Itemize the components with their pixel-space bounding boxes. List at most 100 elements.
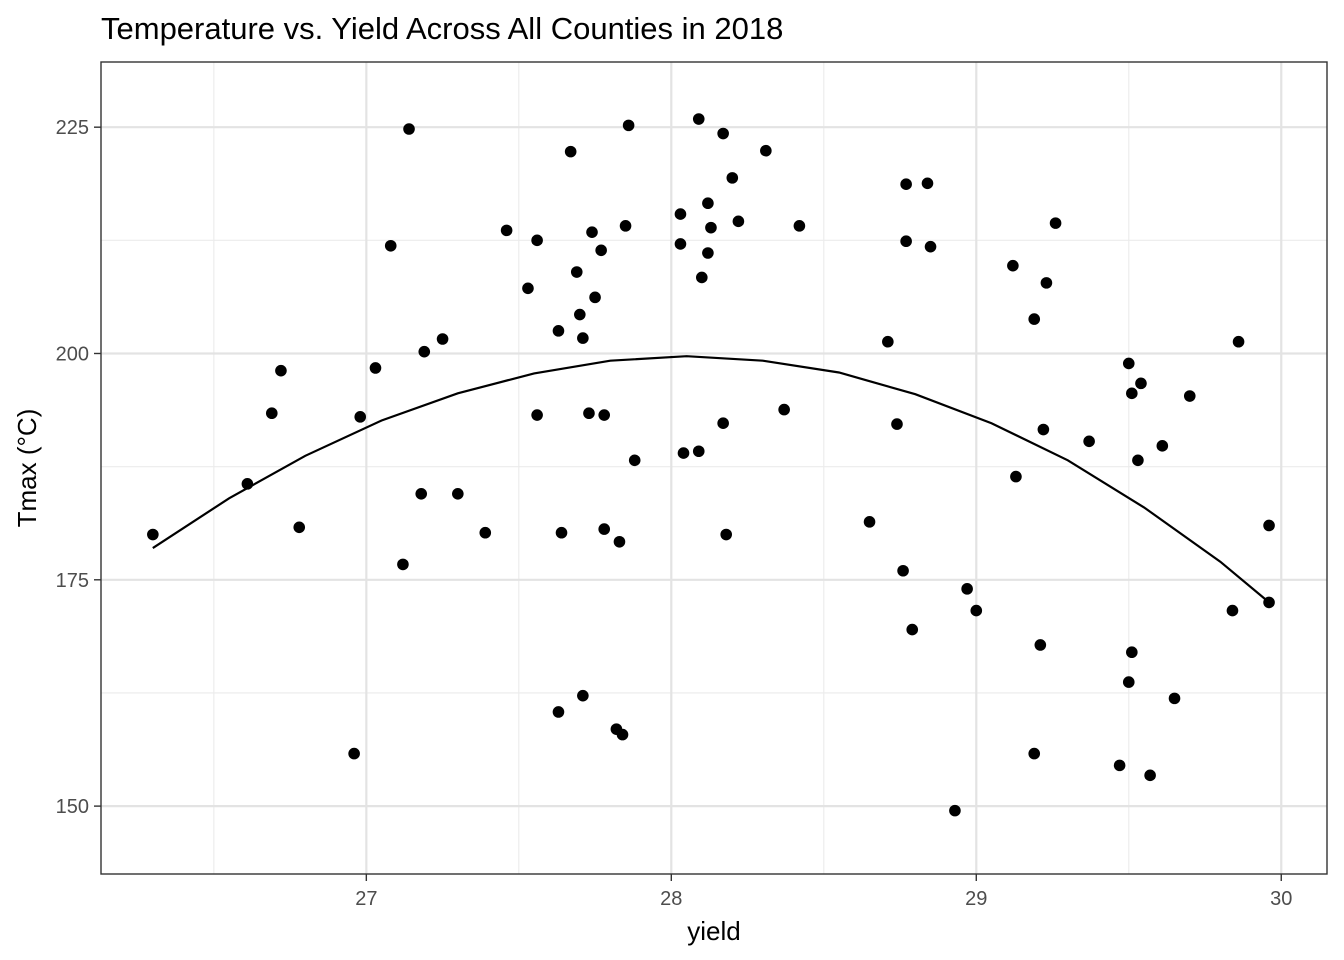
data-point — [595, 244, 607, 257]
data-point — [778, 403, 790, 416]
x-axis-ticks: 27 28 29 30 — [355, 874, 1292, 910]
data-point — [921, 177, 934, 190]
data-point — [1007, 259, 1019, 272]
data-point — [1183, 390, 1196, 402]
y-tick-label: 175 — [56, 570, 89, 592]
data-point — [900, 235, 912, 248]
data-point — [1040, 277, 1053, 289]
data-point — [293, 521, 306, 534]
data-point — [720, 528, 732, 541]
data-point — [265, 407, 278, 420]
data-point — [961, 583, 973, 595]
data-point — [552, 325, 565, 337]
data-point — [891, 418, 903, 430]
data-point — [760, 144, 772, 157]
data-point — [415, 487, 428, 500]
data-point — [1083, 435, 1095, 448]
data-point — [1010, 470, 1022, 483]
data-point — [369, 362, 382, 374]
data-point — [598, 523, 611, 535]
data-point — [577, 332, 589, 344]
data-point — [906, 623, 919, 636]
data-point — [1126, 387, 1138, 400]
data-point — [586, 226, 598, 238]
data-point — [692, 445, 705, 458]
data-point — [589, 291, 601, 304]
data-point — [1144, 769, 1156, 782]
data-point — [354, 411, 367, 423]
data-point — [616, 728, 629, 741]
y-tick-label: 200 — [56, 343, 89, 365]
data-point — [717, 417, 729, 429]
data-point — [1135, 377, 1147, 390]
data-point — [531, 234, 543, 247]
data-point — [1226, 604, 1239, 617]
x-tick-label: 30 — [1270, 888, 1292, 910]
data-point — [628, 454, 641, 467]
data-point — [863, 516, 876, 528]
data-point — [692, 113, 705, 125]
data-point — [696, 271, 708, 284]
data-point — [1037, 423, 1050, 436]
minor-gridlines — [101, 62, 1327, 874]
data-point — [717, 127, 729, 140]
x-tick-label: 29 — [965, 888, 987, 910]
y-axis-title: Tmax (°C) — [12, 409, 42, 528]
data-point — [793, 220, 806, 232]
data-point — [500, 224, 513, 237]
data-point — [702, 197, 714, 210]
data-point — [1049, 217, 1062, 229]
data-point — [522, 282, 534, 295]
data-point — [147, 528, 159, 541]
data-point — [1028, 747, 1041, 760]
data-point — [570, 266, 583, 278]
data-point — [552, 706, 565, 718]
data-point — [577, 689, 589, 702]
data-point — [241, 478, 254, 490]
data-point — [702, 247, 714, 259]
data-point — [479, 526, 492, 539]
data-point — [677, 447, 690, 459]
x-tick-label: 27 — [355, 888, 377, 910]
data-point — [555, 526, 568, 539]
data-point — [583, 407, 595, 420]
data-point — [574, 308, 586, 321]
data-point — [897, 564, 909, 577]
data-point — [1028, 313, 1041, 325]
data-point — [900, 178, 912, 191]
data-point — [1034, 639, 1047, 651]
data-point — [613, 535, 626, 548]
data-point — [1132, 454, 1144, 467]
x-axis-title: yield — [687, 916, 740, 946]
chart-title: Temperature vs. Yield Across All Countie… — [101, 11, 783, 46]
data-point — [598, 409, 611, 421]
data-point — [1168, 692, 1181, 705]
data-point — [348, 747, 360, 760]
data-point — [970, 604, 983, 617]
data-point — [384, 239, 397, 252]
data-point — [726, 172, 739, 184]
panel-border — [100, 61, 1328, 875]
data-point — [882, 335, 894, 348]
data-point — [1232, 335, 1245, 348]
data-point — [622, 119, 635, 132]
data-point — [564, 145, 577, 158]
y-axis-ticks: 150 175 200 225 — [56, 117, 101, 818]
data-point — [674, 238, 687, 250]
data-point — [619, 220, 632, 232]
data-point — [1263, 519, 1275, 532]
data-point — [1263, 596, 1275, 609]
y-tick-label: 225 — [56, 117, 89, 139]
data-point — [949, 804, 961, 817]
data-point — [275, 364, 287, 377]
data-point — [732, 215, 745, 228]
data-point — [403, 123, 415, 135]
data-point — [1126, 646, 1138, 659]
data-points — [147, 113, 1275, 817]
data-point — [452, 487, 464, 500]
fitted-curve — [152, 355, 1270, 604]
data-point — [1113, 759, 1126, 772]
data-point — [674, 208, 687, 220]
x-tick-label: 28 — [660, 888, 682, 910]
